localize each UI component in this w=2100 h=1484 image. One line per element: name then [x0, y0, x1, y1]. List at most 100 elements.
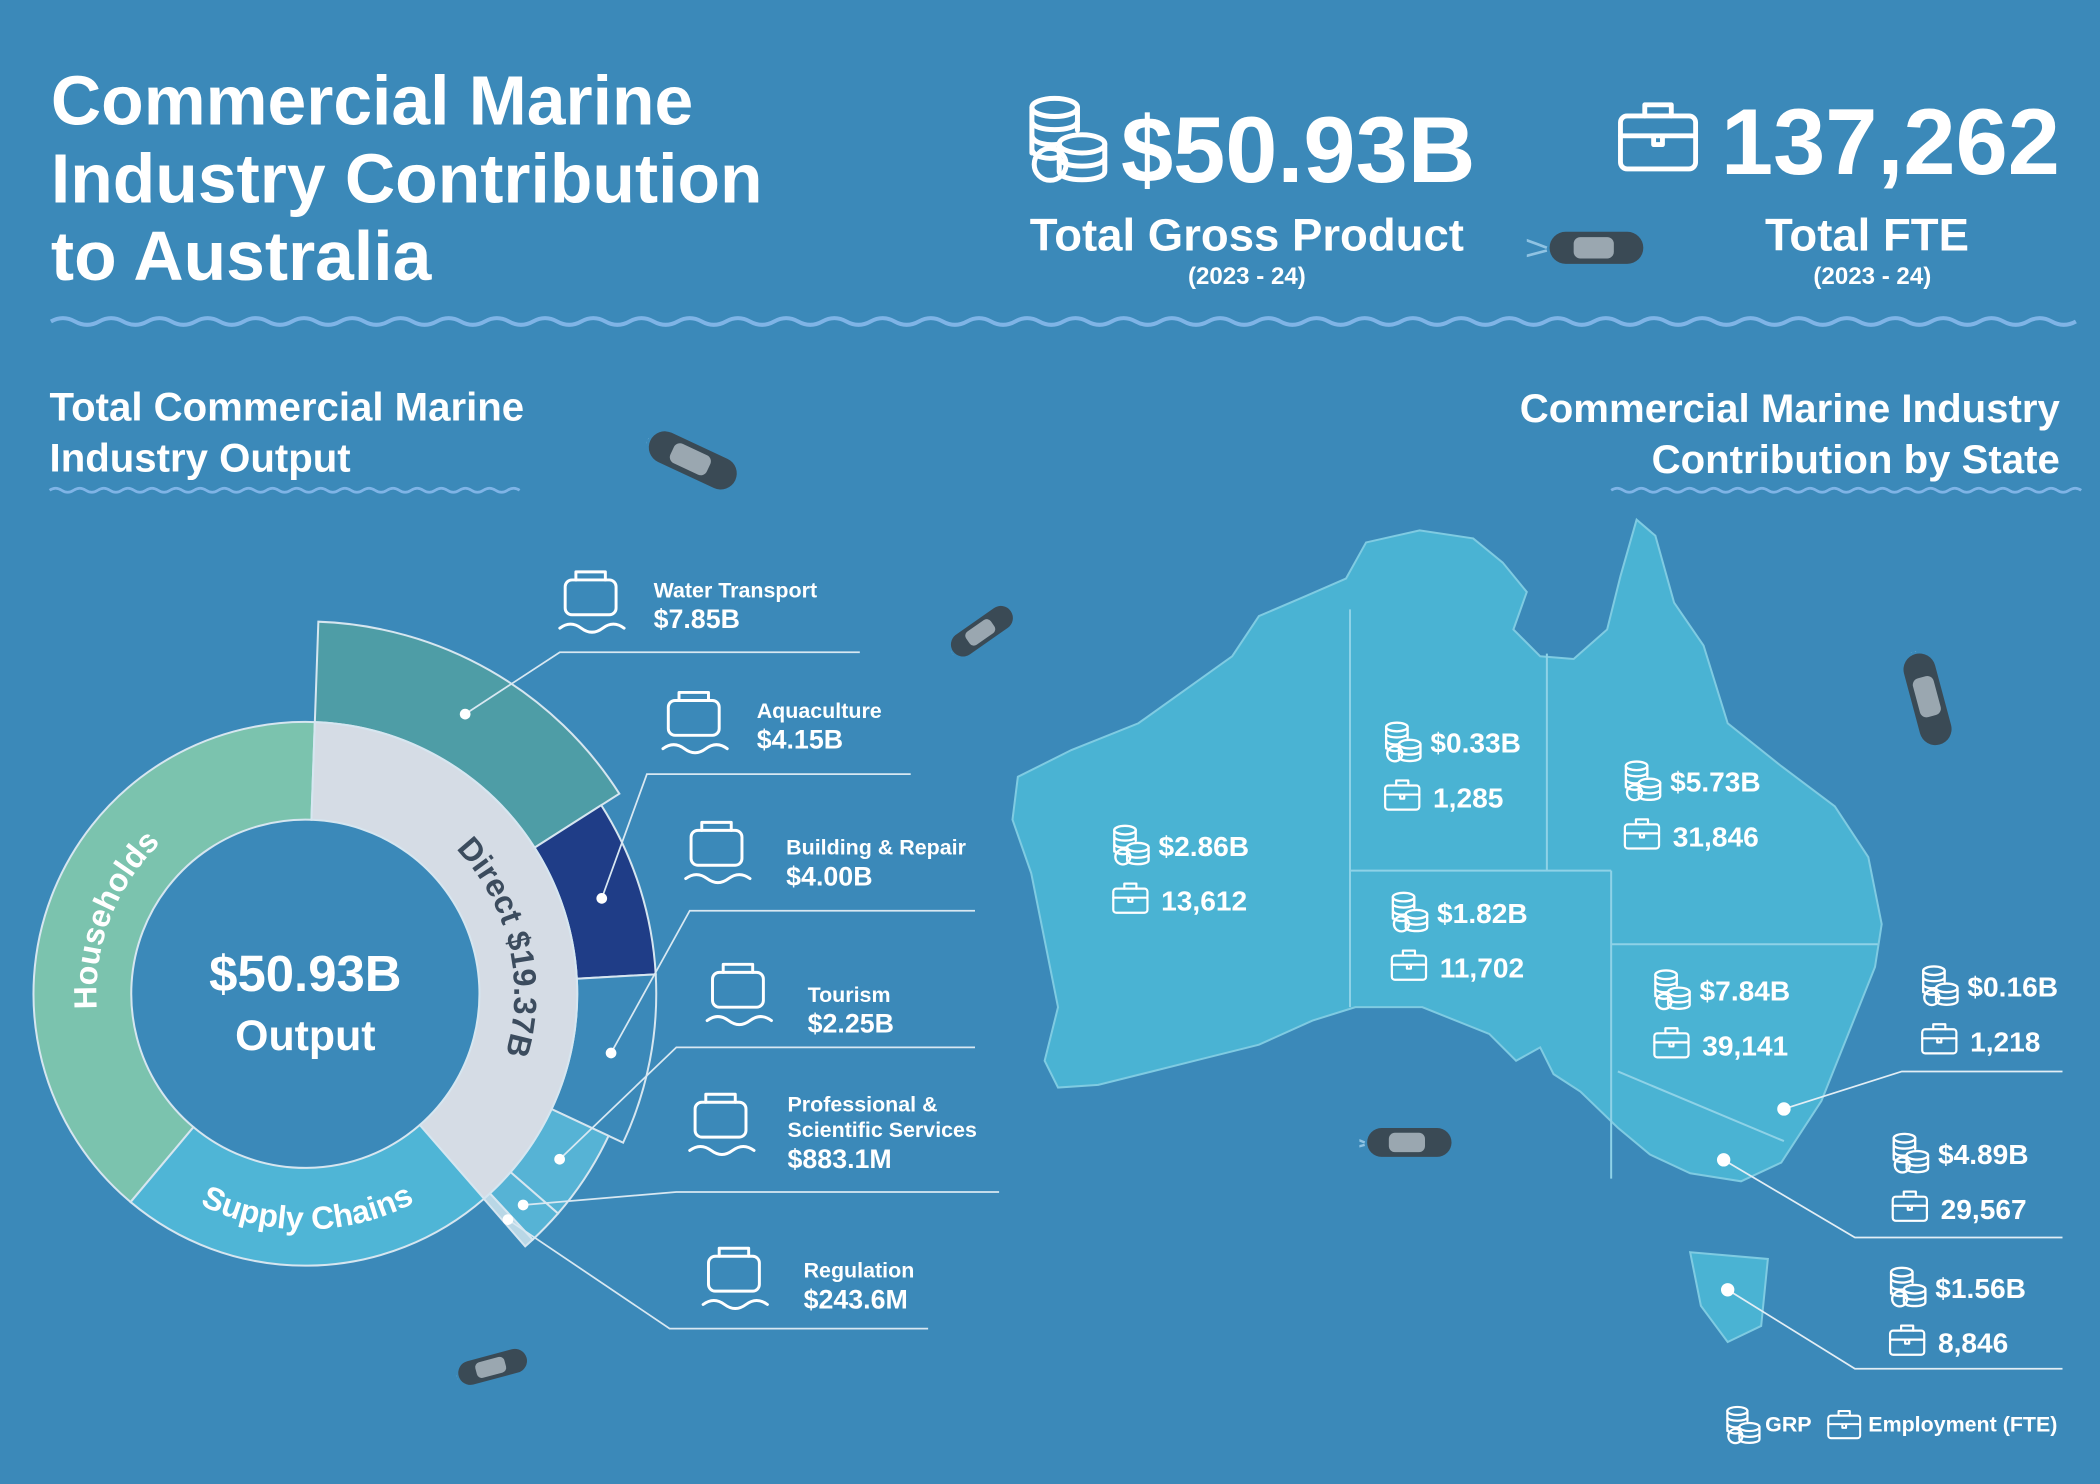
state-grp: $1.56B — [1935, 1273, 2026, 1304]
leader-line — [464, 651, 860, 715]
boat — [1526, 221, 1646, 274]
boat — [939, 595, 1023, 670]
state-grp: $0.33B — [1430, 728, 1521, 759]
state-leader — [1783, 1070, 2063, 1110]
category-name: Professional & Scientific Services — [787, 1094, 977, 1143]
state-borders — [1348, 609, 1878, 1179]
icon-shape — [558, 570, 626, 634]
category-icon — [684, 820, 752, 885]
kpi-value: $50.93B — [1121, 97, 1475, 202]
state-grp: $0.16B — [1967, 971, 2058, 1002]
title-line: Industry Contribution — [51, 139, 763, 217]
section-title: Commercial Marine Industry — [1520, 386, 2061, 431]
icon-shape — [705, 962, 773, 1027]
ring-direct — [310, 721, 579, 1201]
wave-divider — [1610, 486, 2082, 494]
category-icon — [661, 690, 729, 755]
briefcase-icon — [1888, 1324, 1926, 1356]
category-name: Water Transport — [653, 579, 818, 603]
category-label-box: Regulation $243.6M — [804, 1259, 1032, 1318]
state-fte: 1,218 — [1970, 1026, 2040, 1057]
kpi-period: (2023 - 24) — [1188, 263, 1306, 290]
center-value: $50.93B — [209, 945, 401, 1002]
icon-shape — [689, 828, 744, 867]
icon-shape — [701, 1246, 769, 1310]
category-label-box: Professional & Scientific Services $883.1… — [788, 1093, 1016, 1177]
icon-shape — [711, 970, 765, 1009]
state-fte: 1,285 — [1433, 783, 1503, 814]
leader-dot — [502, 1214, 514, 1225]
category-icon — [688, 1092, 756, 1156]
boat — [1359, 1119, 1453, 1166]
kpi-value: 137,262 — [1721, 89, 2060, 194]
leader-dot — [554, 1153, 565, 1165]
state-fte: 29,567 — [1941, 1194, 2027, 1225]
state-fte: 11,702 — [1440, 953, 1524, 984]
state-grp: $7.84B — [1700, 975, 1791, 1006]
leader-dot — [605, 1047, 617, 1059]
wave-divider — [48, 486, 521, 494]
icon-shape — [688, 1092, 756, 1156]
category-value: $2.25B — [807, 1009, 894, 1040]
state-dot — [1777, 1102, 1791, 1116]
legend-label: GRP — [1765, 1413, 1811, 1437]
kpi-label: Total FTE — [1765, 209, 1969, 260]
leader-line — [523, 1191, 1000, 1206]
section-title: Contribution by State — [1652, 437, 2060, 482]
leader-dot — [517, 1199, 529, 1211]
state-fte: 31,846 — [1673, 821, 1759, 852]
category-label: Professional & Scientific Services$883.1… — [788, 1093, 1016, 1177]
category-value: $4.15B — [756, 725, 844, 756]
category-name: Building & Repair — [786, 837, 966, 860]
briefcase-icon — [1891, 1190, 1929, 1222]
category-label-box: Water Transport $7.85B — [654, 579, 882, 638]
state-fte: 13,612 — [1161, 886, 1247, 917]
leader-line — [507, 1218, 929, 1330]
coins-icon — [1892, 1132, 1930, 1174]
leader-line — [610, 909, 975, 1054]
title-line: to Australia — [51, 217, 433, 295]
section-title: Industry Output — [50, 435, 351, 480]
leader-dot — [459, 708, 471, 720]
category-label: Aquaculture$4.15B — [757, 699, 985, 758]
category-icon — [701, 1246, 769, 1310]
leader-line — [600, 773, 911, 899]
coins-icon — [1032, 98, 1105, 180]
category-label-box: Aquaculture $4.15B — [757, 699, 985, 758]
state-leader — [1723, 1159, 2063, 1239]
leader-dot — [596, 893, 608, 904]
boat — [451, 1339, 533, 1396]
legend-icon — [1827, 1409, 1862, 1440]
briefcase-icon — [1921, 1023, 1958, 1055]
state-grp: $5.73B — [1670, 767, 1761, 798]
state-fte: 8,846 — [1938, 1328, 2008, 1359]
tasmania — [1688, 1251, 1769, 1344]
category-value: $243.6M — [803, 1285, 908, 1316]
briefcase-icon — [1620, 105, 1695, 169]
icon-shape — [666, 699, 721, 737]
state-dot — [1716, 1153, 1731, 1167]
category-value: $7.85B — [653, 605, 740, 635]
title-line: Commercial Marine — [51, 62, 693, 140]
wave-divider — [49, 316, 2077, 327]
icon-shape — [707, 1254, 761, 1293]
ring-households — [32, 720, 316, 1204]
category-label: Tourism$2.25B — [808, 983, 1036, 1042]
coins-icon — [1889, 1266, 1927, 1308]
australia — [1011, 517, 1883, 1183]
coins-icon — [1921, 965, 1959, 1007]
icon-shape — [661, 690, 729, 755]
kpi-label: Total Gross Product — [1030, 209, 1464, 260]
state-fte: 39,141 — [1702, 1030, 1788, 1061]
category-label-box: Building & Repair $4.00B — [786, 836, 1014, 895]
category-icon — [558, 570, 626, 634]
category-label: Regulation$243.6M — [804, 1259, 1032, 1318]
center-caption: Output — [235, 1012, 375, 1060]
category-value: $4.00B — [786, 862, 873, 892]
category-label: Building & Repair$4.00B — [786, 836, 1014, 895]
state-grp: $2.86B — [1158, 831, 1249, 862]
category-label-box: Tourism $2.25B — [808, 983, 1036, 1042]
map — [1011, 517, 1883, 1344]
